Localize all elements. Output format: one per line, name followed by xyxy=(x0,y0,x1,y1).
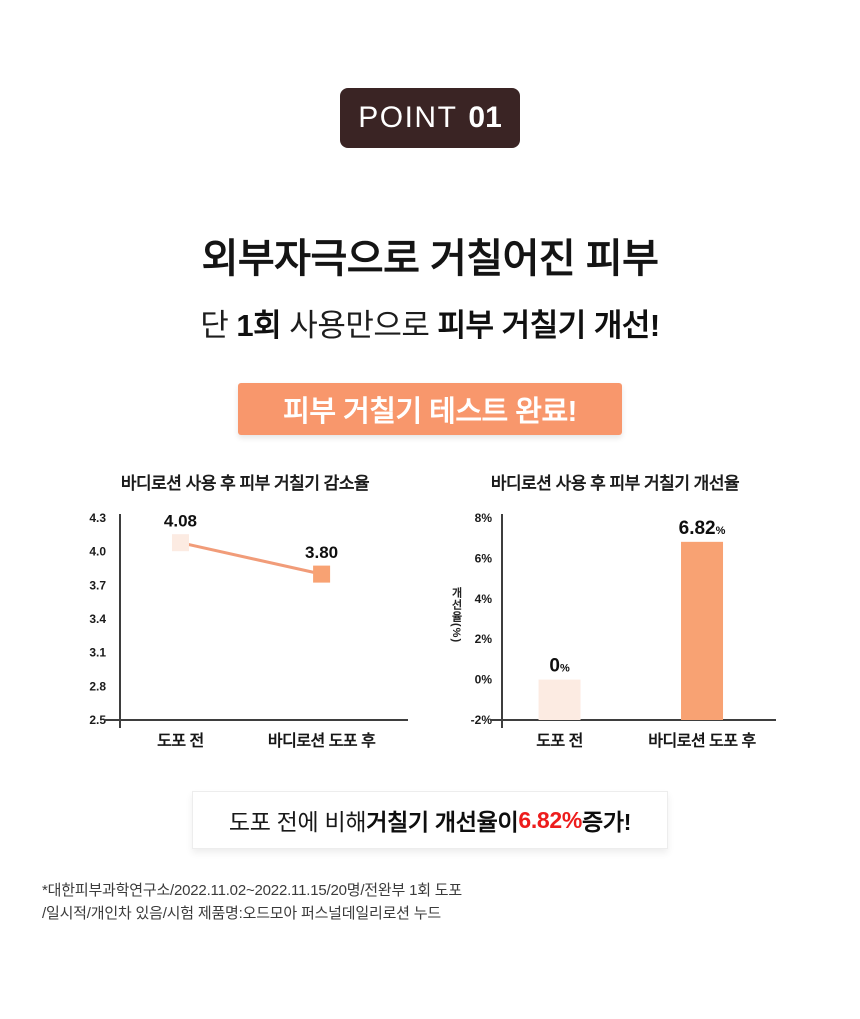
footnote-line-2: /일시적/개인차 있음/시험 제품명:오드모아 퍼스널데일리로션 누드 xyxy=(42,905,441,923)
footnote-line-1: *대한피부과학연구소/2022.11.02~2022.11.15/20명/전완부… xyxy=(42,882,462,899)
x-category-1: 바디로션 도포 후 xyxy=(268,731,376,750)
subheadline-text2: 사용만으로 xyxy=(281,308,438,343)
svg-text:8%: 8% xyxy=(475,511,493,525)
highlight-banner: 피부 거칠기 테스트 완료! xyxy=(238,383,622,435)
subheadline-bold-count: 1회 xyxy=(236,308,282,343)
svg-text:3.4: 3.4 xyxy=(89,612,106,626)
bar-chart: 바디로션 사용 후 피부 거칠기 개선율 개선율(%) 8% 6% 4% 2% 0% -2… xyxy=(440,469,790,763)
series-line xyxy=(180,541,322,576)
bar-chart-svg: 8% 6% 4% 2% 0% -2% 0% 6.82% 도포 전 바디로션 도포 후 xyxy=(471,511,776,750)
svg-text:6%: 6% xyxy=(475,551,493,565)
subheadline-text: 단 xyxy=(200,308,237,343)
point-badge: POINT 01 xyxy=(340,88,520,148)
svg-text:0%: 0% xyxy=(475,673,493,687)
summary-box: 도포 전에 비해 거칠기 개선율이 6.82% 증가! xyxy=(192,791,668,849)
line-chart-svg: 4.3 4.0 3.7 3.4 3.1 2.8 2.5 4.08 3.80 도포 전 바디로션 도포… xyxy=(89,511,408,750)
bar-label-1: 6.82% xyxy=(679,518,726,539)
svg-text:-2%: -2% xyxy=(471,713,493,727)
svg-text:3.7: 3.7 xyxy=(89,578,106,592)
x-category-0: 도포 전 xyxy=(536,732,583,750)
badge-prefix: POINT xyxy=(358,101,458,134)
svg-text:4%: 4% xyxy=(475,592,493,606)
subheadline-bold-claim: 피부 거칠기 개선! xyxy=(437,308,661,343)
svg-text:4.3: 4.3 xyxy=(89,511,106,525)
footnote: *대한피부과학연구소/2022.11.02~2022.11.15/20명/전완부… xyxy=(42,879,860,926)
svg-text:4.0: 4.0 xyxy=(89,545,106,559)
data-point-0 xyxy=(171,534,189,552)
summary-percentage: 6.82% xyxy=(518,806,583,833)
headline: 외부자극으로 거칠어진 피부 xyxy=(201,237,659,281)
bar-chart-title: 바디로션 사용 후 피부 거칠기 개선율 xyxy=(490,474,740,493)
bar-chart-y-axis-label: 개선율(%) xyxy=(450,587,462,644)
page: POINT 01 외부자극으로 거칠어진 피부 단 1회 사용만으로 피부 거칠… xyxy=(0,88,860,926)
svg-text:2.5: 2.5 xyxy=(89,713,106,727)
x-category-0: 도포 전 xyxy=(157,732,204,750)
badge-number: 01 xyxy=(468,101,502,134)
data-label-0: 4.08 xyxy=(164,512,197,531)
summary-text: 도포 전에 비해 xyxy=(228,809,367,835)
data-point-1 xyxy=(313,565,331,583)
bar-1 xyxy=(681,541,724,720)
svg-text:3.1: 3.1 xyxy=(89,646,106,660)
subheadline: 단 1회 사용만으로 피부 거칠기 개선! xyxy=(0,300,860,345)
line-chart: 바디로션 사용 후 피부 거칠기 감소율 4.3 4.0 3.7 3.4 3.1 2.8 2… xyxy=(70,469,420,763)
svg-text:2%: 2% xyxy=(475,632,493,646)
bar-0 xyxy=(538,679,581,720)
bar-label-0: 0% xyxy=(549,656,570,677)
summary-bold2: 증가! xyxy=(582,809,632,835)
summary-bold: 거칠기 개선율이 xyxy=(366,809,519,835)
charts-row: 바디로션 사용 후 피부 거칠기 감소율 4.3 4.0 3.7 3.4 3.1 2.8 2… xyxy=(0,469,860,763)
svg-text:2.8: 2.8 xyxy=(89,679,106,693)
line-chart-title: 바디로션 사용 후 피부 거칠기 감소율 xyxy=(120,474,370,493)
x-category-1: 바디로션 도포 후 xyxy=(648,731,756,750)
data-label-1: 3.80 xyxy=(305,543,338,562)
